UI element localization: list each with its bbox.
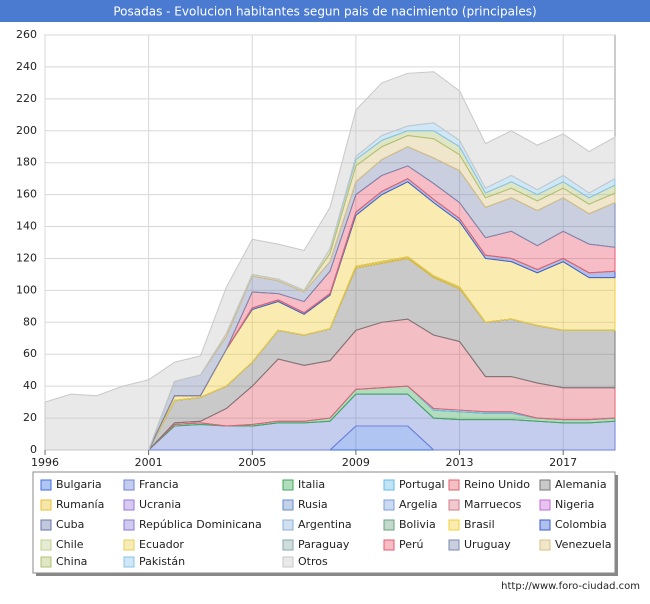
y-tick-label: 180	[16, 156, 37, 169]
y-tick-label: 20	[23, 411, 37, 424]
legend-swatch	[282, 519, 294, 531]
legend-label: Italia	[298, 478, 325, 491]
legend-label: Portugal	[399, 478, 445, 491]
legend-swatch	[282, 556, 294, 568]
x-tick-label: 2001	[135, 456, 163, 469]
y-tick-label: 0	[30, 443, 37, 456]
legend-swatch	[40, 519, 52, 531]
legend-swatch	[383, 519, 395, 531]
legend-swatch	[282, 499, 294, 511]
legend-swatch	[40, 539, 52, 551]
legend-swatch	[383, 539, 395, 551]
x-tick-label: 2017	[549, 456, 577, 469]
y-tick-label: 160	[16, 188, 37, 201]
title-bar	[0, 0, 650, 22]
legend-label: Reino Unido	[464, 478, 530, 491]
y-tick-label: 240	[16, 60, 37, 73]
x-tick-label: 2005	[238, 456, 266, 469]
y-tick-label: 60	[23, 347, 37, 360]
legend-swatch	[383, 479, 395, 491]
y-tick-label: 80	[23, 315, 37, 328]
legend-label: Perú	[399, 538, 424, 551]
legend-swatch	[123, 556, 135, 568]
legend-label: Alemania	[555, 478, 607, 491]
legend-label: Nigeria	[555, 498, 594, 511]
legend-swatch	[123, 539, 135, 551]
legend-swatch	[282, 539, 294, 551]
legend-swatch	[40, 499, 52, 511]
legend-label: Uruguay	[464, 538, 511, 551]
legend-label: Colombia	[555, 518, 607, 531]
legend-swatch	[282, 479, 294, 491]
legend-swatch	[123, 519, 135, 531]
legend-swatch	[448, 479, 460, 491]
chart-title: Posadas - Evolucion habitantes segun pai…	[113, 5, 536, 19]
legend-swatch	[40, 556, 52, 568]
legend-label: República Dominicana	[139, 518, 262, 531]
legend	[32, 471, 616, 574]
legend-label: Brasil	[464, 518, 495, 531]
legend-label: Chile	[56, 538, 84, 551]
legend-label: Argelia	[399, 498, 437, 511]
x-tick-label: 2009	[342, 456, 370, 469]
legend-label: Marruecos	[464, 498, 522, 511]
legend-label: Bulgaria	[56, 478, 102, 491]
legend-swatch	[448, 499, 460, 511]
legend-label: Cuba	[56, 518, 84, 531]
source: http://www.foro-ciudad.com	[501, 581, 640, 592]
legend-swatch	[539, 519, 551, 531]
legend-label: Rusia	[298, 498, 328, 511]
legend-swatch	[123, 499, 135, 511]
y-tick-label: 260	[16, 28, 37, 41]
y-tick-label: 200	[16, 124, 37, 137]
legend-swatch	[123, 479, 135, 491]
legend-swatch	[40, 479, 52, 491]
legend-swatch	[448, 519, 460, 531]
legend-label: Rumanía	[56, 498, 104, 511]
area	[44, 71, 616, 451]
legend-swatch	[448, 539, 460, 551]
x-tick-label: 2013	[446, 456, 474, 469]
legend-label: Venezuela	[555, 538, 612, 551]
y-tick-label: 220	[16, 92, 37, 105]
legend-label: Francia	[139, 478, 179, 491]
legend-label: Argentina	[298, 518, 352, 531]
legend-swatch	[383, 499, 395, 511]
y-tick-label: 120	[16, 251, 37, 264]
legend-label: Ucrania	[139, 498, 181, 511]
legend-swatch	[539, 499, 551, 511]
legend-label: Otros	[298, 555, 328, 568]
legend-label: Pakistán	[139, 555, 185, 568]
legend-label: Ecuador	[139, 538, 184, 551]
x-tick-label: 1996	[31, 456, 59, 469]
y-tick-label: 140	[16, 220, 37, 233]
legend-label: Bolivia	[399, 518, 436, 531]
y-tick-label: 40	[23, 379, 37, 392]
legend-label: China	[56, 555, 87, 568]
legend-label: Paraguay	[298, 538, 350, 551]
legend-swatch	[539, 479, 551, 491]
y-tick-label: 100	[16, 283, 37, 296]
legend-swatch	[539, 539, 551, 551]
